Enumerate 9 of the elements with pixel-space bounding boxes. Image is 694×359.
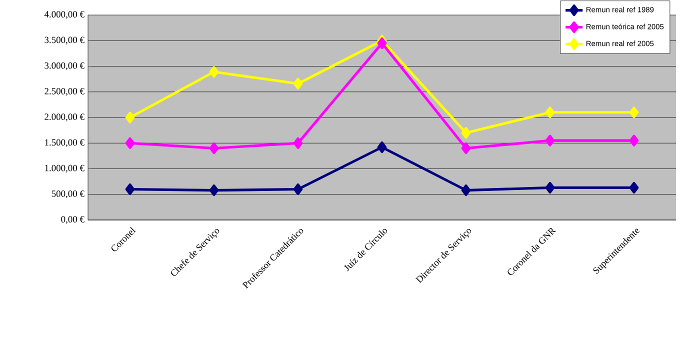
y-tick-label: 2.000,00 € (44, 114, 84, 122)
y-tick-label: 3.000,00 € (44, 62, 84, 70)
y-tick-label: 500,00 € (52, 190, 84, 198)
y-tick-label: 3.500,00 € (44, 36, 84, 44)
y-tick-label: 1.000,00 € (45, 164, 84, 173)
y-tick-label: 2.500,00 € (44, 88, 84, 96)
y-tick-label: 1.500,00 € (45, 139, 84, 147)
y-tick-label: 0,00 € (61, 216, 84, 224)
y-tick-label: 4.000,00 € (44, 11, 84, 19)
